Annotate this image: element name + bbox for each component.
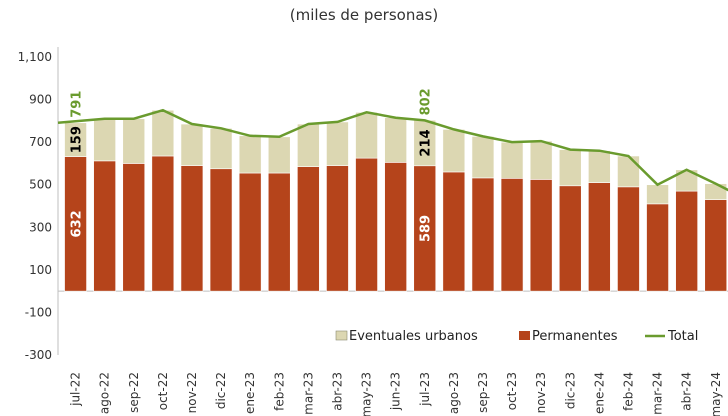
y-tick-label: 1,100 — [18, 50, 52, 64]
y-tick-label: -100 — [25, 305, 52, 319]
bar-eventuales-urbanos — [238, 135, 262, 174]
bar-eventuales-urbanos — [558, 149, 582, 187]
x-tick-label: nov-23 — [534, 372, 548, 413]
bar-eventuales-urbanos — [471, 136, 495, 179]
bar-eventuales-urbanos — [646, 184, 669, 205]
legend-swatch-eventuales — [335, 330, 348, 341]
bar-eventuales-urbanos — [704, 183, 728, 200]
data-label-eventuales-urbanos: 159 — [70, 126, 85, 153]
x-tick-label: mar-23 — [301, 372, 315, 415]
bar-permanentes — [209, 168, 233, 292]
bar-permanentes — [500, 178, 524, 292]
bar-eventuales-urbanos — [326, 121, 349, 166]
chart-subtitle: (miles de personas) — [289, 6, 439, 24]
bar-eventuales-urbanos — [180, 123, 204, 166]
bar-permanentes — [267, 172, 291, 292]
legend-swatch-permanentes — [519, 331, 530, 340]
x-tick-label: ene-24 — [592, 372, 606, 414]
x-tick-label: abr-24 — [680, 372, 694, 411]
bar-permanentes — [180, 165, 204, 292]
bar-permanentes — [471, 177, 495, 292]
x-tick-label: may-23 — [360, 372, 374, 416]
x-tick-label: ene-23 — [243, 372, 257, 414]
bar-eventuales-urbanos — [93, 118, 116, 162]
x-tick-label: mar-24 — [651, 372, 665, 415]
y-tick-label: 300 — [29, 220, 52, 234]
data-label-total: 791 — [70, 91, 85, 118]
bar-eventuales-urbanos — [442, 129, 466, 173]
x-tick-label: jul-23 — [418, 372, 432, 407]
bar-eventuales-urbanos — [297, 123, 320, 167]
bar-permanentes — [297, 166, 320, 292]
bar-eventuales-urbanos — [267, 136, 291, 174]
bar-permanentes — [617, 186, 640, 292]
bar-eventuales-urbanos — [355, 112, 378, 159]
bar-permanentes — [558, 185, 582, 292]
bar-permanentes — [675, 190, 698, 292]
data-label-permanentes: 632 — [70, 210, 85, 237]
x-tick-label: nov-22 — [185, 372, 199, 413]
bar-eventuales-urbanos — [122, 118, 146, 164]
x-tick-label: feb-24 — [621, 372, 635, 411]
bar-eventuales-urbanos — [588, 150, 611, 183]
x-tick-label: oct-22 — [156, 372, 170, 410]
x-tick-label: sep-23 — [476, 372, 490, 413]
x-tick-label: dic-23 — [563, 372, 577, 409]
bar-eventuales-urbanos — [209, 128, 233, 170]
bar-eventuales-urbanos — [617, 155, 640, 188]
bar-eventuales-urbanos — [529, 140, 553, 180]
bar-permanentes — [93, 160, 116, 292]
bar-permanentes — [355, 157, 378, 292]
x-tick-label: jun-23 — [389, 372, 403, 411]
legend-label-permanentes: Permanentes — [532, 329, 618, 344]
bar-permanentes — [326, 165, 349, 292]
data-label-eventuales-urbanos: 214 — [419, 129, 434, 156]
bar-permanentes — [122, 163, 146, 292]
bar-permanentes — [238, 172, 262, 292]
x-tick-label: abr-23 — [330, 372, 344, 411]
line-total — [57, 108, 728, 192]
y-tick-label: 500 — [29, 178, 52, 192]
x-tick-label: ago-22 — [98, 372, 112, 414]
x-tick-label: feb-23 — [272, 372, 286, 411]
x-tick-label: sep-22 — [127, 372, 141, 413]
bar-permanentes — [529, 179, 553, 292]
bar-eventuales-urbanos — [64, 122, 87, 157]
bar-permanentes — [588, 182, 611, 292]
bar-permanentes — [151, 155, 175, 292]
legend-label-total: Total — [667, 329, 698, 344]
x-tick-label: dic-22 — [214, 372, 228, 409]
bar-eventuales-urbanos — [500, 141, 524, 179]
x-tick-label: ago-23 — [447, 372, 461, 414]
bar-permanentes — [442, 171, 466, 292]
bar-permanentes — [646, 203, 669, 292]
y-tick-label: 700 — [29, 135, 52, 149]
y-tick-label: -300 — [25, 348, 52, 362]
x-tick-label: may-24 — [709, 372, 723, 416]
bar-permanentes — [384, 162, 407, 292]
data-label-total: 802 — [419, 88, 434, 115]
y-tick-label: 100 — [29, 263, 52, 277]
bar-permanentes — [704, 199, 728, 292]
y-tick-label: 900 — [29, 93, 52, 107]
x-tick-label: jul-22 — [69, 372, 83, 407]
x-tick-label: oct-23 — [505, 372, 519, 410]
bar-eventuales-urbanos — [151, 109, 175, 157]
data-label-permanentes: 589 — [419, 215, 434, 242]
legend-label-eventuales: Eventuales urbanos — [349, 329, 478, 344]
bar-eventuales-urbanos — [384, 117, 407, 163]
